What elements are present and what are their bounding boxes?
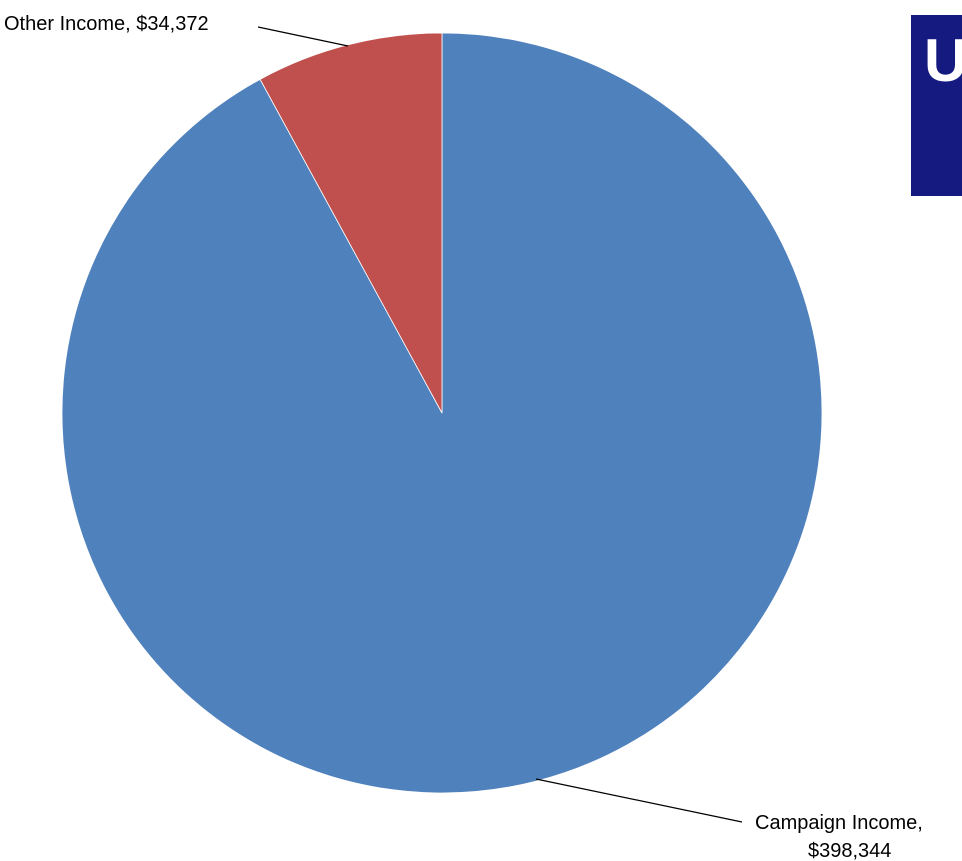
logo: U bbox=[911, 15, 962, 196]
logo-letter: U bbox=[924, 27, 962, 94]
pie-slices bbox=[61, 32, 823, 794]
data-label-campaign-income-value: $398,344 bbox=[808, 840, 891, 861]
leader-line-campaign-income bbox=[535, 778, 743, 823]
data-label-other-income: Other Income, $34,372 bbox=[4, 13, 209, 35]
pie-slice-other-income bbox=[259, 32, 443, 414]
data-label-campaign-income-name: Campaign Income, bbox=[755, 812, 923, 834]
leader-line-other-income bbox=[257, 26, 349, 47]
